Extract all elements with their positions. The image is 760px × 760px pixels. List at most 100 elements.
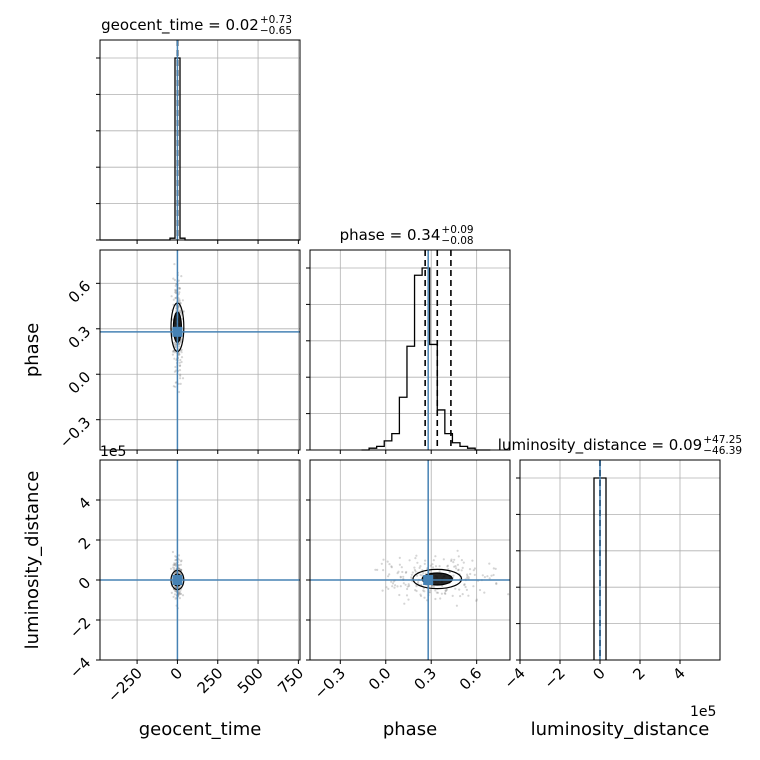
xlabel-geocent_time: geocent_time <box>139 719 262 740</box>
panel-frame <box>309 249 511 451</box>
panel-geocent_time-geocent_time <box>96 39 301 244</box>
sample-point <box>174 297 177 300</box>
sample-point <box>463 583 466 587</box>
sample-point <box>179 592 182 595</box>
sample-point <box>466 573 469 576</box>
sample-point <box>173 351 176 354</box>
sample-point <box>453 565 456 568</box>
title-lower-error: −0.65 <box>260 25 292 37</box>
title-main: luminosity_distance = 0.09 <box>498 436 702 455</box>
sample-point <box>174 369 177 372</box>
sample-point <box>178 299 181 302</box>
sample-point <box>169 567 173 570</box>
sample-point <box>173 344 176 347</box>
sample-point <box>399 576 402 579</box>
sample-point <box>386 560 389 563</box>
sample-point <box>428 591 432 594</box>
sample-point <box>170 591 173 595</box>
sample-point <box>179 373 182 376</box>
sample-point <box>507 593 510 596</box>
sample-point <box>473 573 476 577</box>
sample-point <box>174 564 177 567</box>
sample-point <box>398 593 401 597</box>
sample-point <box>414 570 417 573</box>
sample-point <box>443 592 446 595</box>
sample-point <box>466 575 469 578</box>
sample-point <box>458 588 461 591</box>
sample-point <box>483 576 486 579</box>
sample-point <box>483 591 486 594</box>
sample-point <box>407 583 410 586</box>
sample-point <box>171 353 174 356</box>
panel-phase-luminosity_distance <box>306 459 511 664</box>
sample-point <box>455 604 458 607</box>
sample-point <box>410 576 413 579</box>
sample-point <box>452 574 455 577</box>
sample-point <box>177 591 181 595</box>
sample-point <box>173 563 176 567</box>
sample-point <box>472 585 475 588</box>
sample-point <box>404 571 407 574</box>
sample-point <box>438 565 441 568</box>
sample-point <box>178 564 181 567</box>
sample-point <box>172 298 175 301</box>
sample-point <box>173 263 176 266</box>
sample-point <box>408 559 411 562</box>
ylabel-luminosity_distance: luminosity_distance <box>22 471 43 650</box>
sample-point <box>400 566 403 569</box>
title-lower-error: −46.39 <box>703 445 742 457</box>
sample-point <box>174 343 177 346</box>
sample-point <box>172 568 175 571</box>
sample-point <box>170 295 173 298</box>
sample-point <box>174 381 177 384</box>
panel-frame <box>309 459 511 661</box>
sample-point <box>404 583 407 586</box>
sample-point <box>415 589 418 593</box>
sample-point <box>415 554 418 557</box>
sample-point <box>444 589 447 593</box>
sample-point <box>492 573 495 577</box>
sample-point <box>172 341 176 344</box>
sample-point <box>180 348 183 351</box>
sample-point <box>178 291 181 294</box>
sample-point <box>450 559 453 563</box>
sample-point <box>179 377 182 380</box>
sample-point <box>174 559 177 562</box>
sample-point <box>422 589 425 592</box>
sample-point <box>429 564 432 567</box>
sample-point <box>174 597 177 600</box>
sample-point <box>180 360 183 364</box>
sample-point <box>180 568 183 572</box>
sample-point <box>173 562 176 565</box>
sample-point <box>490 574 493 577</box>
sample-point <box>413 568 416 572</box>
sample-point <box>394 584 397 587</box>
sample-point <box>439 597 442 600</box>
sample-point <box>452 561 455 564</box>
sample-point <box>174 345 177 348</box>
sample-point <box>178 343 181 346</box>
sample-point <box>174 563 177 566</box>
sample-point <box>407 598 410 601</box>
sample-point <box>434 555 437 558</box>
sample-point <box>423 590 426 593</box>
sample-point <box>178 567 181 571</box>
sample-point <box>464 585 467 589</box>
x-scale-exponent: 1e5 <box>690 704 716 720</box>
sample-point <box>423 596 426 599</box>
sample-point <box>174 284 177 287</box>
sample-point <box>494 567 497 571</box>
sample-point <box>448 571 451 574</box>
title-main: geocent_time = 0.02 <box>101 16 259 35</box>
sample-point <box>419 573 422 577</box>
sample-point <box>178 361 181 364</box>
sample-point <box>387 587 390 591</box>
title-upper-error: +0.73 <box>260 14 292 26</box>
title-luminosity_distance: luminosity_distance = 0.09 +47.25−46.39 <box>498 434 742 457</box>
panel-geocent_time-phase <box>96 249 301 454</box>
sample-point <box>175 590 178 593</box>
sample-point <box>180 568 183 572</box>
sample-point <box>419 593 422 596</box>
sample-point <box>444 589 447 592</box>
sample-point <box>178 364 181 367</box>
